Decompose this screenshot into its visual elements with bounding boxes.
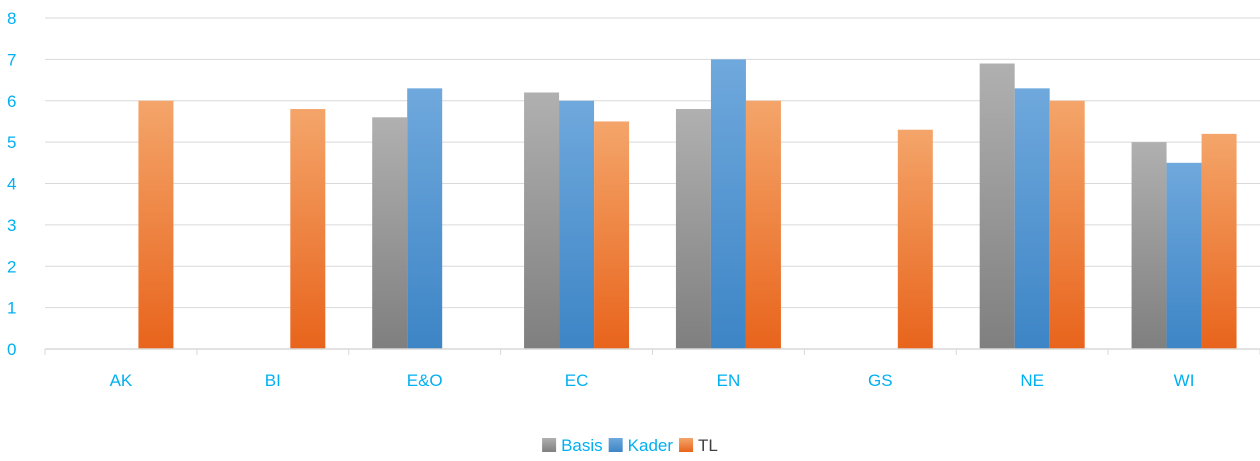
y-tick-label: 6 xyxy=(7,92,16,111)
bar-basis-en xyxy=(675,109,711,350)
bar-tl-ne xyxy=(1049,100,1085,349)
x-tick-label: EC xyxy=(565,371,589,390)
x-tick-label: E&O xyxy=(407,371,443,390)
bar-tl-gs xyxy=(897,129,933,349)
y-tick-label: 2 xyxy=(7,257,16,276)
x-tick-label: WI xyxy=(1174,371,1195,390)
legend-swatch-tl xyxy=(679,438,694,452)
bar-kader-ec xyxy=(559,100,595,349)
x-tick-label: EN xyxy=(717,371,741,390)
x-tick-label: GS xyxy=(868,371,893,390)
bar-basis-ne xyxy=(979,63,1015,349)
y-axis-ticks: 0 1 2 3 4 5 6 7 8 xyxy=(7,9,16,359)
bar-kader-ne xyxy=(1014,88,1050,350)
y-tick-label: 5 xyxy=(7,133,16,152)
legend-label-kader: Kader xyxy=(628,436,674,455)
y-tick-label: 7 xyxy=(7,50,16,69)
legend-label-basis: Basis xyxy=(561,436,603,455)
bar-tl-bi xyxy=(290,109,326,350)
x-tick-label: AK xyxy=(110,371,133,390)
y-tick-label: 8 xyxy=(7,9,16,28)
bar-kader-wi xyxy=(1166,162,1202,349)
bar-tl-ec xyxy=(594,121,630,349)
y-tick-label: 0 xyxy=(7,340,16,359)
x-tick-label: NE xyxy=(1020,371,1044,390)
bar-basis-eo xyxy=(372,117,408,349)
bars xyxy=(138,59,1237,350)
bar-basis-wi xyxy=(1131,142,1167,349)
x-tick-label: BI xyxy=(265,371,281,390)
legend: Basis Kader TL xyxy=(542,436,718,455)
bar-kader-eo xyxy=(407,88,443,350)
gridlines xyxy=(45,17,1260,309)
y-tick-label: 4 xyxy=(7,175,16,194)
x-axis-ticks: AK BI E&O EC EN GS NE WI xyxy=(110,371,1195,390)
bar-kader-en xyxy=(710,59,746,349)
legend-swatch-kader xyxy=(608,438,623,452)
bar-tl-en xyxy=(745,100,781,349)
bar-tl-ak xyxy=(138,100,174,349)
y-tick-label: 3 xyxy=(7,216,16,235)
y-tick-label: 1 xyxy=(7,299,16,318)
x-axis xyxy=(44,348,1260,355)
legend-swatch-basis xyxy=(542,438,557,452)
bar-tl-wi xyxy=(1201,133,1237,349)
bar-basis-ec xyxy=(524,92,560,349)
legend-label-tl: TL xyxy=(698,436,718,455)
